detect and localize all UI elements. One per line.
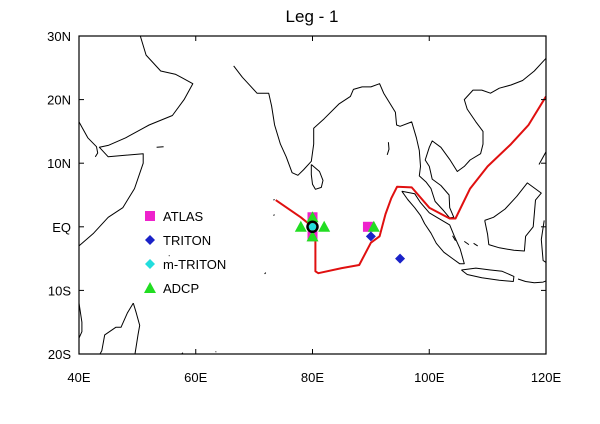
coastline-12 — [99, 302, 134, 354]
y-tick-label: 20S — [48, 347, 71, 362]
coastline-18 — [168, 255, 170, 257]
x-tick-label: 100E — [414, 370, 445, 385]
x-tick-label: 40E — [67, 370, 90, 385]
coastline-4 — [310, 164, 324, 190]
triton-marker — [395, 253, 406, 264]
coastline-15 — [273, 214, 275, 216]
adcp-marker — [318, 220, 331, 232]
coastline-17 — [215, 351, 217, 353]
legend-triton-marker — [145, 235, 155, 245]
coastline-1 — [79, 121, 99, 158]
coastline-11 — [538, 151, 546, 165]
coastline-6 — [401, 190, 465, 265]
coastlines — [79, 36, 575, 354]
legend-label: m-TRITON — [163, 257, 226, 272]
legend-atlas-marker — [145, 211, 155, 221]
stations — [294, 211, 406, 264]
coastline-20 — [264, 272, 267, 275]
coastline-10 — [517, 278, 546, 284]
legend-label: ADCP — [163, 281, 199, 296]
coastline-8 — [484, 182, 542, 252]
x-tick-label: 80E — [301, 370, 324, 385]
map-frame — [78, 35, 547, 355]
coastline-5 — [386, 142, 390, 156]
adcp-marker — [367, 220, 380, 232]
y-tick-label: 20N — [47, 93, 71, 108]
legend-label: TRITON — [163, 233, 211, 248]
y-tick-label: 10N — [47, 156, 71, 171]
coastline-13 — [132, 302, 141, 354]
cruise-route — [275, 95, 546, 275]
x-tick-label: 120E — [531, 370, 562, 385]
atlas-marker — [362, 221, 373, 232]
coastline-19 — [156, 146, 164, 148]
legend-adcp-marker — [144, 282, 156, 293]
coastline-23 — [473, 242, 478, 247]
triton-marker — [365, 231, 376, 242]
adcp-marker — [306, 211, 319, 223]
coastline-24 — [569, 220, 575, 226]
y-tick-label: 30N — [47, 29, 71, 44]
y-tick-label: 10S — [48, 283, 71, 298]
coastline-14 — [273, 199, 275, 201]
legend-label: ATLAS — [163, 209, 204, 224]
m-triton-marker — [307, 221, 318, 232]
y-tick-label: EQ — [52, 220, 71, 235]
adcp-marker — [306, 230, 319, 242]
coastline-9 — [540, 220, 546, 263]
coastline-2 — [79, 303, 83, 339]
axis-ticks: 40E 60E 80E 100E 120E 30N 20N 10N EQ 10S 20S — [47, 29, 561, 385]
legend-m-triton-marker — [145, 259, 155, 269]
legend: ATLAS TRITON m-TRITON ADCP — [144, 209, 226, 296]
mooring-circle — [306, 220, 319, 234]
coastline-7 — [461, 267, 515, 282]
route-line — [275, 95, 546, 275]
coastline-22 — [464, 240, 470, 246]
adcp-marker — [294, 220, 307, 232]
coastline-21 — [452, 235, 456, 242]
x-tick-label: 60E — [184, 370, 207, 385]
coastline-0 — [79, 36, 194, 247]
map-title: Leg - 1 — [286, 7, 339, 26]
coastline-3 — [233, 57, 546, 219]
